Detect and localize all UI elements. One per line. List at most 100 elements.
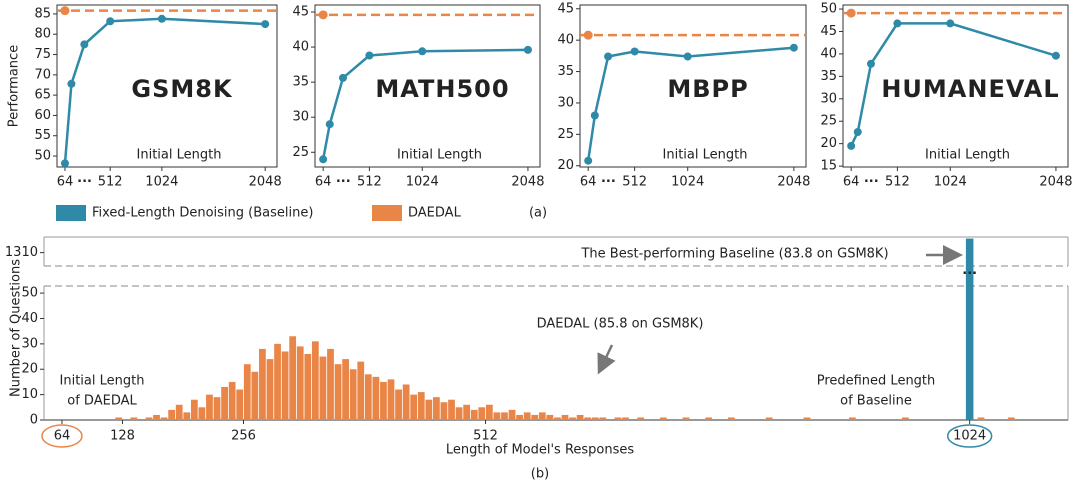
y-tick-label: 15: [820, 159, 837, 174]
y-tick-label: 20: [820, 136, 837, 151]
point: [365, 51, 374, 60]
bar: [327, 348, 334, 420]
line: [321, 48, 528, 160]
x-axis-label: Initial Length: [397, 148, 482, 163]
x-break-label: ···: [336, 175, 351, 190]
point: [338, 73, 347, 82]
x-axis-label: Length of Model's Responses: [446, 443, 635, 458]
bar: [470, 409, 478, 420]
point: [325, 120, 334, 129]
x-axis-label: Initial Length: [925, 148, 1010, 163]
bar: [765, 417, 773, 420]
y-tick-label: 50: [34, 149, 51, 164]
bar: [153, 414, 160, 420]
bar: [493, 412, 501, 420]
point: [604, 52, 613, 61]
y-tick-label: 65: [34, 88, 51, 103]
bar: [599, 417, 607, 420]
bar: [334, 364, 342, 420]
x-tick-label: 64: [580, 175, 597, 190]
bar: [501, 412, 508, 420]
bar: [168, 409, 176, 420]
y-tick-label: 45: [557, 1, 574, 16]
y-tick-label: 40: [292, 40, 309, 55]
tick-highlight: [946, 424, 993, 448]
bar: [463, 404, 471, 420]
annotation: Predefined Length: [817, 374, 936, 389]
reference-marker: [846, 8, 856, 18]
baseline-bar: [965, 238, 974, 420]
bar: [311, 341, 319, 420]
reference-marker: [583, 30, 593, 40]
bar: [455, 407, 463, 420]
point: [157, 14, 166, 23]
bar: [228, 381, 236, 420]
point: [866, 59, 875, 68]
x-break-label: ···: [864, 175, 879, 190]
legend-swatch: [56, 205, 86, 221]
y-tick-label: 40: [21, 311, 38, 326]
bar: [448, 399, 455, 420]
point: [584, 156, 593, 165]
bar: [190, 399, 198, 420]
y-axis-label: Number of Questions: [9, 259, 24, 397]
bar: [554, 417, 561, 420]
x-tick-label: 2048: [1039, 175, 1072, 190]
bar: [1007, 417, 1015, 420]
point: [1051, 51, 1060, 60]
bar: [395, 389, 402, 420]
bar: [508, 409, 516, 420]
bar: [243, 364, 251, 420]
bar: [319, 356, 327, 420]
chart-title: MATH500: [375, 75, 509, 103]
chart-title: HUMANEVAL: [881, 75, 1059, 103]
point: [319, 155, 328, 164]
y-tick-label: 20: [21, 362, 38, 377]
chart-title: GSM8K: [131, 75, 233, 103]
bar: [236, 389, 244, 420]
bar: [516, 414, 523, 420]
bar: [387, 379, 395, 420]
y-tick-label: 75: [34, 47, 51, 62]
reference-marker: [318, 10, 328, 20]
point: [847, 141, 856, 150]
point: [523, 45, 532, 54]
bar: [357, 361, 365, 420]
y-tick-label: 30: [21, 336, 38, 351]
plot-frame: [56, 4, 278, 168]
bar: [251, 371, 259, 420]
line: [63, 17, 266, 164]
x-tick-label: 1024: [671, 175, 704, 190]
x-tick-label: 128: [110, 429, 135, 444]
y-tick-label: 25: [820, 114, 837, 129]
y-tick-label: 35: [557, 64, 574, 79]
point: [683, 52, 692, 61]
x-tick-label: 512: [98, 175, 123, 190]
bar: [160, 417, 168, 420]
tick-highlight: [41, 424, 83, 448]
x-tick-label: 64: [57, 175, 74, 190]
x-tick-label: 1024: [953, 429, 986, 444]
x-tick-label: 1024: [145, 175, 178, 190]
point: [853, 127, 862, 136]
y-tick-label: 70: [34, 67, 51, 82]
legend-label: DAEDAL: [408, 206, 462, 221]
x-axis-label: Initial Length: [663, 148, 748, 163]
y-axis-label: Performance: [7, 45, 22, 127]
y-tick-label: 45: [292, 5, 309, 20]
bar: [372, 376, 380, 420]
bar: [183, 412, 191, 420]
bar: [266, 359, 274, 420]
point: [946, 19, 955, 28]
bar: [206, 394, 213, 420]
x-tick-label: 2048: [777, 175, 810, 190]
x-tick-label: 64: [843, 175, 860, 190]
bar: [342, 359, 350, 420]
bar: [977, 417, 985, 420]
x-break-label: ···: [601, 175, 616, 190]
x-tick-label: 512: [357, 175, 382, 190]
x-tick-label: 1024: [934, 175, 967, 190]
arrow: [597, 344, 616, 375]
y-tick-label: 80: [34, 27, 51, 42]
